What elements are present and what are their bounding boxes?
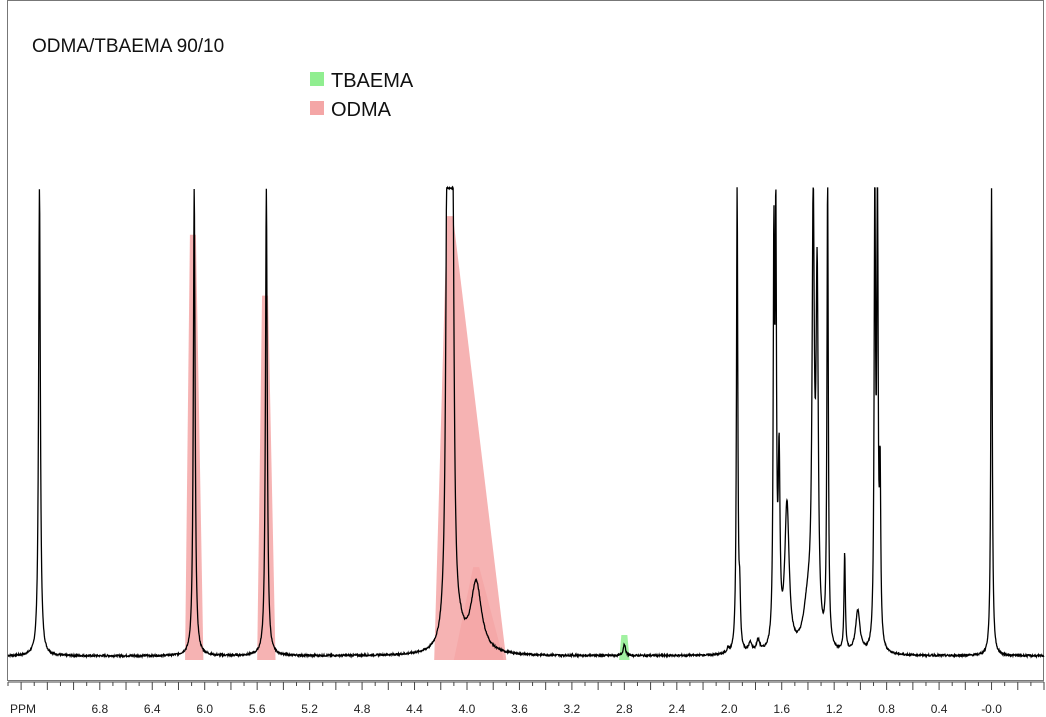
x-tick-label: 5.6 bbox=[249, 702, 266, 716]
legend: TBAEMA ODMA bbox=[310, 70, 414, 121]
x-tick-label: 0.8 bbox=[878, 702, 895, 716]
x-tick-label: 4.4 bbox=[406, 702, 423, 716]
highlight-region-odma-3 bbox=[453, 567, 504, 660]
x-tick-label: 2.0 bbox=[721, 702, 738, 716]
x-tick-label: 6.0 bbox=[196, 702, 213, 716]
plot-frame bbox=[7, 0, 1044, 681]
x-tick-label: 1.2 bbox=[826, 702, 843, 716]
highlight-regions bbox=[185, 216, 630, 661]
x-tick-label: 0.4 bbox=[931, 702, 948, 716]
x-tick-label: 6.8 bbox=[91, 702, 108, 716]
x-tick-label: 4.0 bbox=[459, 702, 476, 716]
x-tick-label: -0.0 bbox=[981, 702, 1002, 716]
x-tick-label: 5.2 bbox=[301, 702, 318, 716]
x-tick-label: 6.4 bbox=[144, 702, 161, 716]
legend-swatch-odma bbox=[310, 101, 324, 115]
highlight-region-odma-1 bbox=[257, 295, 276, 660]
x-tick-label: 4.8 bbox=[354, 702, 371, 716]
x-tick-label: 3.6 bbox=[511, 702, 528, 716]
legend-item-odma: ODMA bbox=[310, 99, 392, 121]
highlight-region-odma-0 bbox=[185, 234, 204, 661]
legend-label-tbaema: TBAEMA bbox=[331, 70, 414, 92]
x-tick-label: 2.4 bbox=[668, 702, 685, 716]
legend-label-odma: ODMA bbox=[331, 99, 392, 121]
legend-item-tbaema: TBAEMA bbox=[310, 70, 414, 92]
chart-title: ODMA/TBAEMA 90/10 bbox=[32, 36, 224, 57]
x-tick-label: 1.6 bbox=[773, 702, 790, 716]
legend-swatch-tbaema bbox=[310, 72, 324, 86]
highlight-region-odma-2 bbox=[434, 216, 507, 660]
x-tick-label: 2.8 bbox=[616, 702, 633, 716]
x-axis: PPM 6.8 6.4 6.0 5.6 5.2 4.8 4.4 4.0 3.6 3.2 2.8 2.4… bbox=[7, 681, 1045, 716]
spectrum-line bbox=[7, 185, 1045, 660]
x-axis-unit-label: PPM bbox=[10, 702, 36, 716]
x-tick-label: 3.2 bbox=[564, 702, 581, 716]
